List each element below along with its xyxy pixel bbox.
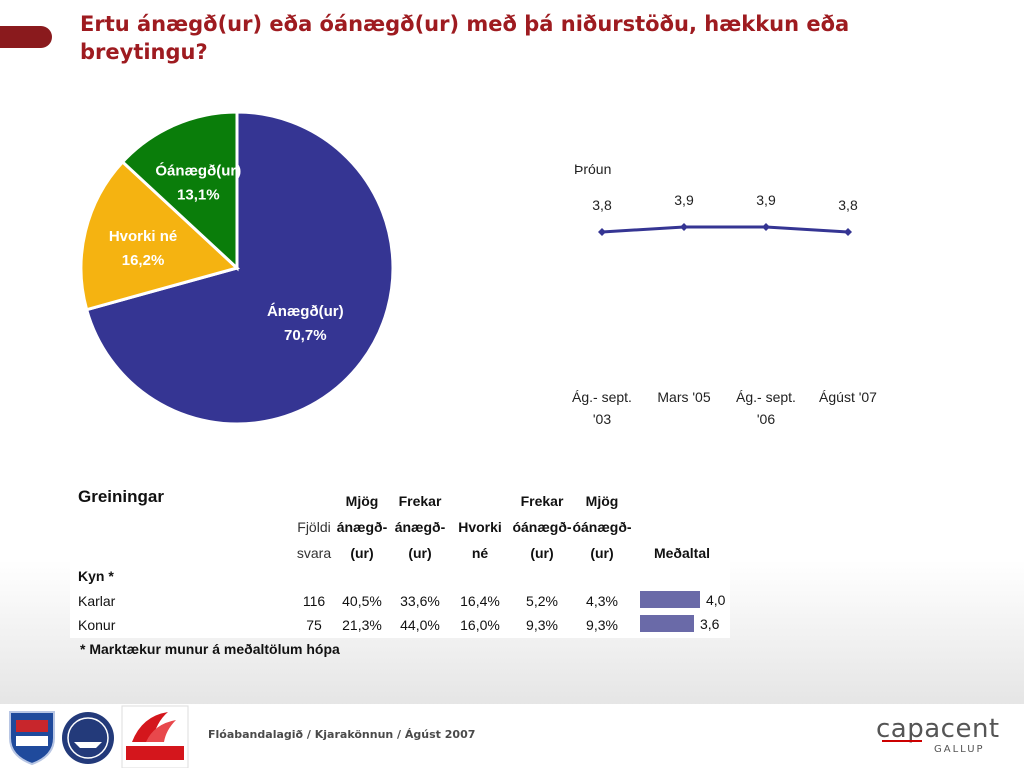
trend-point-1: [680, 223, 688, 231]
table-header-6: Meðaltal: [654, 545, 710, 561]
page-title: Ertu ánægð(ur) eða óánægð(ur) með þá nið…: [80, 12, 850, 64]
table-header-5: (ur): [590, 545, 613, 561]
table-header-0: svara: [297, 545, 331, 561]
trend-point-3: [844, 228, 852, 236]
table-header-5: óánægð-: [572, 519, 631, 535]
table-cell: 75: [306, 617, 322, 633]
mean-value-label-0: 4,0: [706, 592, 726, 608]
mean-bar-0: [640, 591, 700, 608]
pie-slice-value-2: 13,1%: [177, 186, 220, 203]
table-cell: 33,6%: [400, 593, 440, 609]
trend-value-label-3: 3,8: [838, 197, 858, 213]
table-cell: 9,3%: [586, 617, 618, 633]
table-title: Greiningar: [78, 487, 164, 506]
table-header-1: (ur): [350, 545, 373, 561]
pie-slice-value-0: 70,7%: [284, 327, 327, 344]
trend-point-2: [762, 223, 770, 231]
trend-category-label-2: Ág.- sept.: [736, 389, 796, 405]
table-header-1: Mjög: [346, 493, 379, 509]
table-header-3: né: [472, 545, 489, 561]
footer-text: Flóabandalagið / Kjarakönnun / Ágúst 200…: [208, 728, 476, 741]
table-header-0: Fjöldi: [297, 519, 330, 535]
brand-mark: [882, 740, 922, 742]
capacent-brand: capacent GALLUP: [872, 708, 1002, 758]
table-row-label: Konur: [78, 617, 116, 633]
table-cell: 9,3%: [526, 617, 558, 633]
trend-value-label-0: 3,8: [592, 197, 612, 213]
table-cell: 4,3%: [586, 593, 618, 609]
trend-category-label-3: Ágúst '07: [819, 389, 877, 405]
table-header-2: ánægð-: [395, 519, 446, 535]
table-cell: 116: [303, 593, 326, 609]
pie-slice-label-2: Óánægð(ur): [155, 161, 241, 179]
table-header-1: ánægð-: [337, 519, 388, 535]
pie-slice-2: [120, 110, 239, 272]
analysis-panel: [70, 478, 730, 638]
table-cell: 5,2%: [526, 593, 558, 609]
pie-slice-value-1: 16,2%: [122, 252, 165, 269]
trend-line: [601, 225, 849, 234]
line-chart-title: Þróun: [574, 161, 611, 177]
trend-category-label-0: '03: [593, 411, 611, 427]
accent-tab: [0, 26, 52, 48]
vsfk-logo: [62, 712, 114, 764]
table-cell: 44,0%: [400, 617, 440, 633]
pie-chart: Ánægð(ur) 70,7% Hvorki né 16,2% Óánægð(ur) 13…: [79, 110, 395, 426]
table-header-4: (ur): [530, 545, 553, 561]
brand-name: capacent: [876, 714, 1000, 744]
table-header-5: Mjög: [586, 493, 619, 509]
pie-slice-1: [79, 159, 240, 312]
trend-value-label-1: 3,9: [674, 192, 694, 208]
trend-category-label-2: '06: [757, 411, 775, 427]
table-header-2: Frekar: [399, 493, 442, 509]
brand-sub: GALLUP: [934, 744, 985, 755]
trend-category-label-1: Mars '05: [657, 389, 710, 405]
trend-value-label-2: 3,9: [756, 192, 776, 208]
table-footnote: * Marktækur munur á meðaltölum hópa: [80, 641, 340, 657]
table-header-4: Frekar: [521, 493, 564, 509]
table-header-3: Hvorki: [458, 519, 502, 535]
table-cell: 16,0%: [460, 617, 500, 633]
analysis-table: Greiningar Fjöldi svara Mjög ánægð- (ur) Freka…: [78, 487, 726, 657]
table-row-label: Karlar: [78, 593, 116, 609]
pie-slice-0: [84, 110, 395, 426]
trend-category-label-0: Ág.- sept.: [572, 389, 632, 405]
pie-slice-label-0: Ánægð(ur): [267, 303, 344, 320]
table-cell: 16,4%: [460, 593, 500, 609]
vlf-hlif-logo: [9, 711, 55, 766]
pie-slice-label-1: Hvorki né: [109, 228, 177, 245]
table-header-2: (ur): [408, 545, 431, 561]
trend-line-chart: Þróun 3,8 3,9 3,9 3,8 Ág.- sept. '03 Mars '05 Ág…: [572, 161, 877, 427]
trend-point-0: [598, 228, 606, 236]
table-header-4: óánægð-: [512, 519, 571, 535]
mean-bar-1: [640, 615, 694, 632]
table-cell: 21,3%: [342, 617, 382, 633]
table-group-label: Kyn *: [78, 568, 114, 584]
efling-logo: [121, 705, 189, 768]
table-cell: 40,5%: [342, 593, 382, 609]
mean-value-label-1: 3,6: [700, 616, 720, 632]
